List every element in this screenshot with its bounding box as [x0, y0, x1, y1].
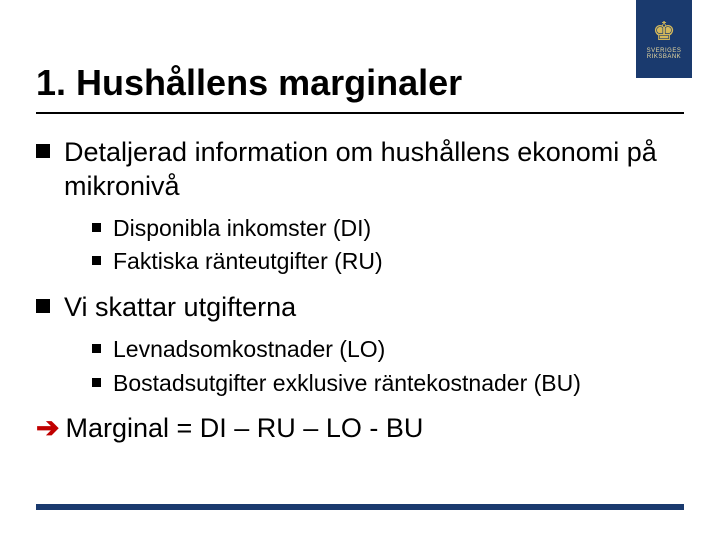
bullet-l1: Detaljerad information om hushållens eko… — [36, 136, 684, 204]
bullet-text: Detaljerad information om hushållens eko… — [64, 136, 684, 204]
bullet-text: Vi skattar utgifterna — [64, 291, 296, 325]
bottom-bar — [36, 504, 684, 510]
bullet-l2: Faktiska ränteutgifter (RU) — [92, 247, 684, 277]
crown-icon: ♚ — [652, 18, 675, 44]
sub-bullet-group: Disponibla inkomster (DI) Faktiska ränte… — [92, 214, 684, 278]
bullet-text: Bostadsutgifter exklusive räntekostnader… — [113, 369, 581, 399]
bullet-text: Levnadsomkostnader (LO) — [113, 335, 385, 365]
bullet-text: Disponibla inkomster (DI) — [113, 214, 371, 244]
logo-text: SVERIGESRIKSBANK — [647, 48, 682, 60]
conclusion-line: ➔ Marginal = DI – RU – LO - BU — [36, 413, 684, 444]
square-bullet-icon — [92, 256, 101, 265]
title-underline — [36, 112, 684, 114]
bullet-text: Faktiska ränteutgifter (RU) — [113, 247, 383, 277]
square-bullet-icon — [92, 378, 101, 387]
bullet-l1: Vi skattar utgifterna — [36, 291, 684, 325]
square-bullet-icon — [92, 344, 101, 353]
square-bullet-icon — [36, 144, 50, 158]
slide-title: 1. Hushållens marginaler — [36, 62, 462, 104]
riksbank-logo: ♚ SVERIGESRIKSBANK — [636, 0, 692, 78]
bullet-l2: Disponibla inkomster (DI) — [92, 214, 684, 244]
bullet-l2: Bostadsutgifter exklusive räntekostnader… — [92, 369, 684, 399]
sub-bullet-group: Levnadsomkostnader (LO) Bostadsutgifter … — [92, 335, 684, 399]
conclusion-text: Marginal = DI – RU – LO - BU — [65, 413, 423, 444]
square-bullet-icon — [36, 299, 50, 313]
arrow-right-icon: ➔ — [36, 414, 59, 442]
slide-content: Detaljerad information om hushållens eko… — [36, 136, 684, 444]
square-bullet-icon — [92, 223, 101, 232]
bullet-l2: Levnadsomkostnader (LO) — [92, 335, 684, 365]
